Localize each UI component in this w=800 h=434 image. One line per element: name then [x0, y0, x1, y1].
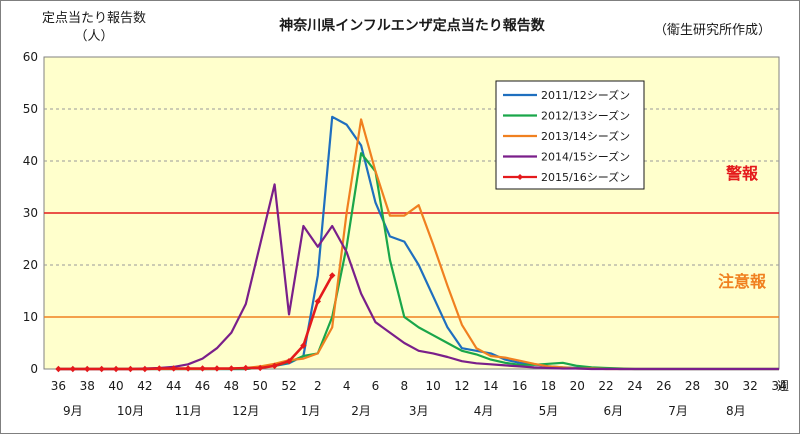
- data-point: [84, 365, 91, 373]
- data-point: [213, 365, 221, 372]
- month-label: 5月: [539, 404, 559, 418]
- x-tick-label: 12: [454, 379, 469, 393]
- x-tick-label: 44: [166, 379, 181, 393]
- month-label: 12月: [232, 404, 259, 418]
- month-label: 6月: [603, 404, 623, 418]
- x-tick-label: 40: [108, 379, 123, 393]
- data-point: [170, 365, 177, 372]
- x-tick-label: 4: [343, 379, 351, 393]
- data-point: [112, 365, 120, 373]
- legend-label: 2014/15シーズン: [541, 150, 630, 164]
- y-tick-label: 30: [23, 206, 38, 220]
- x-tick-label: 26: [656, 379, 671, 393]
- x-tick-label: 38: [80, 379, 95, 393]
- alarm-label: 警報: [725, 164, 759, 183]
- x-tick-label: 32: [743, 379, 758, 393]
- x-tick-label: 50: [253, 379, 268, 393]
- y-tick-label: 10: [23, 310, 38, 324]
- data-point: [55, 365, 62, 373]
- month-label: 7月: [668, 404, 688, 418]
- y-tick-label: 0: [30, 362, 38, 376]
- data-point: [127, 365, 134, 373]
- month-label: 8月: [726, 404, 746, 418]
- x-tick-label: 42: [137, 379, 152, 393]
- source-note: （衛生研究所作成）: [654, 23, 771, 38]
- x-tick-label: 16: [512, 379, 527, 393]
- x-tick-label: 46: [195, 379, 210, 393]
- x-tick-label: 18: [541, 379, 556, 393]
- x-tick-label: 2: [314, 379, 322, 393]
- data-point: [184, 365, 192, 372]
- month-label: 3月: [409, 404, 429, 418]
- legend-label: 2013/14シーズン: [541, 129, 630, 143]
- data-point: [141, 365, 149, 373]
- x-tick-label: 52: [281, 379, 296, 393]
- month-label: 10月: [117, 404, 144, 418]
- legend-label: 2015/16シーズン: [541, 170, 630, 184]
- legend: 2011/12シーズン 2012/13シーズン 2013/14シーズン 2014/15…: [495, 80, 645, 190]
- caution-label: 注意報: [718, 272, 767, 291]
- y-axis-label-line2: （人）: [74, 29, 113, 44]
- y-tick-label: 40: [23, 154, 38, 168]
- data-point: [228, 365, 235, 372]
- data-point: [156, 365, 163, 372]
- x-tick-label: 20: [570, 379, 585, 393]
- data-point: [329, 272, 336, 279]
- x-tick-label: 10: [425, 379, 440, 393]
- data-point: [199, 365, 206, 372]
- chart-title: 神奈川県インフルエンザ定点当たり報告数: [279, 17, 546, 34]
- series-lines: [55, 115, 779, 373]
- y-tick-label: 60: [23, 50, 38, 64]
- data-point: [242, 364, 249, 372]
- data-point: [271, 362, 278, 370]
- data-point: [314, 298, 322, 305]
- x-tick-label: 14: [483, 379, 498, 393]
- series-line: [58, 183, 779, 371]
- x-tick-label: 30: [714, 379, 729, 393]
- x-axis-unit-label: 週: [777, 379, 789, 393]
- y-axis-label-line1: 定点当たり報告数: [42, 11, 146, 26]
- data-point: [256, 364, 264, 372]
- y-tick-label: 20: [23, 258, 38, 272]
- y-axis: 0 10 20 30 40 50 60: [23, 50, 38, 376]
- data-point: [285, 358, 293, 365]
- data-point: [69, 365, 77, 373]
- x-tick-label: 36: [51, 379, 66, 393]
- x-tick-label: 6: [372, 379, 380, 393]
- data-point: [98, 365, 105, 373]
- month-label: 11月: [174, 404, 201, 418]
- x-tick-label: 24: [627, 379, 642, 393]
- y-tick-label: 50: [23, 102, 38, 116]
- month-label: 9月: [63, 404, 83, 418]
- x-axis: 36 38 40 42 44 46 48 50 52 2 4 6 8 10 12 14 16 18 20 22 24 26…: [51, 379, 787, 418]
- x-tick-label: 28: [685, 379, 700, 393]
- legend-label: 2012/13シーズン: [541, 109, 630, 123]
- data-point: [300, 342, 307, 349]
- x-tick-label: 34: [771, 379, 786, 393]
- x-tick-label: 8: [400, 379, 408, 393]
- month-label: 2月: [351, 404, 371, 418]
- legend-label: 2011/12シーズン: [541, 88, 630, 102]
- legend-marker: [517, 174, 523, 180]
- month-label: 1月: [301, 404, 321, 418]
- x-tick-label: 48: [224, 379, 239, 393]
- month-label: 4月: [474, 404, 494, 418]
- x-tick-label: 22: [598, 379, 613, 393]
